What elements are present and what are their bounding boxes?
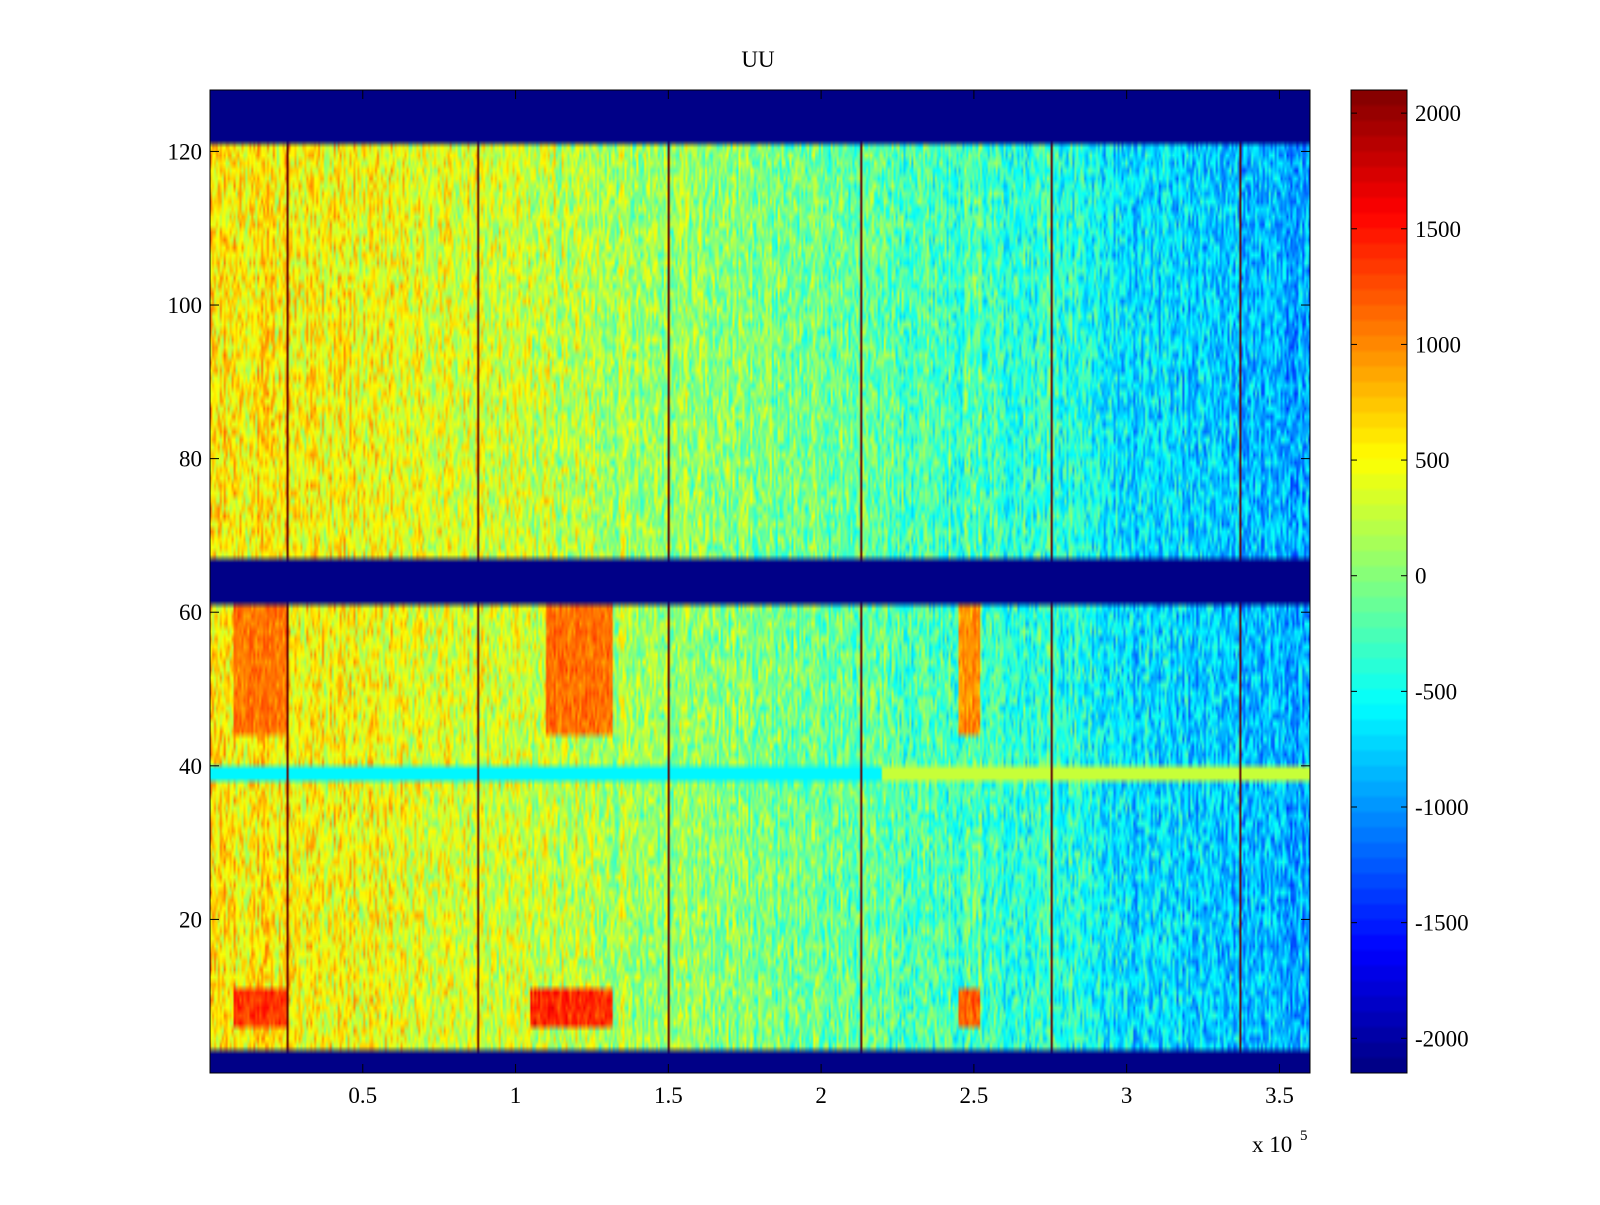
colorbar: 2000 1500 1000 500 0 -500 -1000 -1500 -2000	[1350, 89, 1469, 1074]
y-tick-label: 60	[179, 600, 202, 625]
colorbar-tick-label: 1500	[1415, 217, 1461, 242]
x-tick-label: 3	[1121, 1083, 1133, 1108]
colorbar-tick-label: -500	[1415, 679, 1457, 704]
x-multiplier-exponent: 5	[1300, 1128, 1308, 1144]
y-tick-label: 20	[179, 907, 202, 932]
x-tick-label: 1.5	[654, 1083, 683, 1108]
colorbar-tick-label: -2000	[1415, 1026, 1469, 1051]
x-tick-label: 1	[510, 1083, 522, 1108]
x-axis: 0.5 1 1.5 2 2.5 3 3.5	[348, 90, 1294, 1108]
x-tick-label: 2.5	[960, 1083, 989, 1108]
x-tick-label: 2	[815, 1083, 827, 1108]
colorbar-ticks: 2000 1500 1000 500 0 -500 -1000 -1500 -2000	[1351, 101, 1469, 1051]
y-tick-label: 40	[179, 754, 202, 779]
colorbar-tick-label: 1000	[1415, 332, 1461, 357]
y-axis: 20 40 60 80 100 120	[168, 139, 1310, 932]
heatmap-image	[210, 90, 1310, 1073]
plot-frame	[209, 89, 1311, 1074]
colorbar-gradient	[1351, 90, 1407, 1073]
y-tick-label: 120	[168, 139, 203, 164]
colorbar-tick-label: -1500	[1415, 911, 1469, 936]
x-tick-label: 0.5	[348, 1083, 377, 1108]
x-tick-label: 3.5	[1265, 1083, 1294, 1108]
heatmap-area	[209, 89, 1311, 1074]
colorbar-tick-label: 2000	[1415, 101, 1461, 126]
colorbar-tick-label: -1000	[1415, 795, 1469, 820]
x-multiplier: x 10 5	[1252, 1128, 1308, 1157]
colorbar-frame	[1350, 89, 1408, 1074]
y-tick-label: 100	[168, 293, 203, 318]
colorbar-tick-label: 500	[1415, 448, 1450, 473]
x-multiplier-base: x 10	[1252, 1132, 1292, 1157]
chart-title: UU	[741, 47, 775, 72]
colorbar-tick-label: 0	[1415, 564, 1427, 589]
y-tick-label: 80	[179, 447, 202, 472]
